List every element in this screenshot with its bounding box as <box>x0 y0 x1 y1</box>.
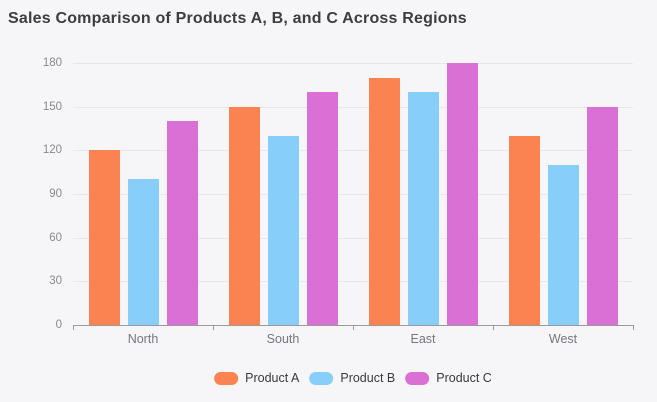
x-axis-label-south: South <box>266 332 300 346</box>
bar-product-a-north[interactable] <box>88 150 120 325</box>
gridline <box>73 106 633 108</box>
bar-group-north <box>73 63 213 325</box>
bar-product-b-west[interactable] <box>547 164 579 325</box>
legend-label-product-a: Product A <box>245 371 300 385</box>
x-axis-label-west: West <box>548 332 578 346</box>
legend: Product A Product B Product C <box>214 371 492 385</box>
y-axis-tick-label: 120 <box>42 144 62 157</box>
plot-area <box>73 63 633 326</box>
bar-product-c-north[interactable] <box>166 121 198 325</box>
bar-product-c-east[interactable] <box>446 63 478 325</box>
bar-product-b-north[interactable] <box>127 179 159 325</box>
gridline <box>73 237 633 239</box>
gridline <box>73 194 633 195</box>
chart-title: Sales Comparison of Products A, B, and C… <box>8 10 467 27</box>
bar-product-b-south[interactable] <box>267 135 299 325</box>
legend-label-product-b: Product B <box>340 371 396 385</box>
bar-product-a-south[interactable] <box>228 106 260 325</box>
gridline <box>73 63 633 64</box>
legend-item-product-c[interactable]: Product C <box>405 371 492 385</box>
legend-swatch-product-a <box>214 371 239 385</box>
gridline <box>73 150 633 152</box>
legend-item-product-b[interactable]: Product B <box>309 371 395 385</box>
bar-product-a-west[interactable] <box>508 135 540 325</box>
y-axis-tick-label: 150 <box>42 100 62 113</box>
bar-group-east <box>353 63 493 325</box>
x-axis-label-north: North <box>127 332 159 346</box>
bar-group-west <box>493 63 633 325</box>
gridline <box>73 281 633 283</box>
legend-swatch-product-b <box>309 371 334 385</box>
bar-groups <box>73 63 633 325</box>
x-axis-tick <box>353 325 354 330</box>
y-axis-tick-label: 30 <box>49 275 62 288</box>
x-axis-tick <box>73 325 74 330</box>
legend-item-product-a[interactable]: Product A <box>214 371 299 385</box>
y-axis-tick-label: 180 <box>42 57 62 69</box>
bar-product-c-west[interactable] <box>586 106 618 325</box>
bar-product-b-east[interactable] <box>407 92 439 325</box>
bar-product-c-south[interactable] <box>306 92 338 325</box>
y-axis-tick-label: 90 <box>49 188 62 200</box>
legend-swatch-product-c <box>405 371 430 385</box>
legend-label-product-c: Product C <box>436 371 492 385</box>
y-axis-tick-label: 60 <box>49 231 62 244</box>
y-axis-tick-label: 0 <box>55 319 62 331</box>
x-axis-tick <box>213 325 214 330</box>
bar-product-a-east[interactable] <box>368 77 400 325</box>
x-axis-tick <box>633 325 634 330</box>
bar-group-south <box>213 63 353 325</box>
x-axis-tick <box>493 325 494 330</box>
x-axis-label-east: East <box>410 332 436 346</box>
